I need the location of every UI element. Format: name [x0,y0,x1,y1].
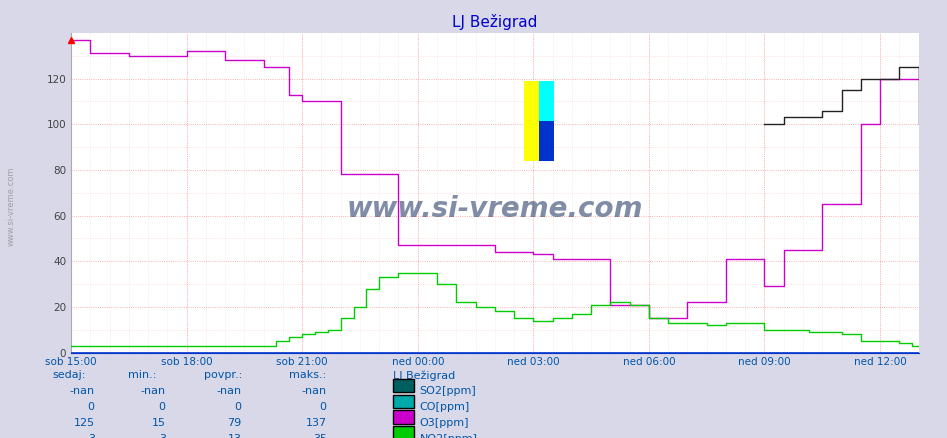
Text: 15: 15 [152,418,166,428]
Title: LJ Bežigrad: LJ Bežigrad [452,14,538,30]
Text: 0: 0 [159,402,166,412]
Text: -nan: -nan [69,386,95,396]
Text: www.si-vreme.com: www.si-vreme.com [7,166,16,246]
Text: sedaj:: sedaj: [52,370,85,380]
Text: 0: 0 [320,402,327,412]
Bar [525,81,554,161]
Text: 3: 3 [159,434,166,438]
Text: 0: 0 [88,402,95,412]
Text: 13: 13 [227,434,241,438]
Bar [539,81,554,161]
Text: www.si-vreme.com: www.si-vreme.com [347,195,643,223]
Text: LJ Bežigrad: LJ Bežigrad [393,370,456,381]
Text: -nan: -nan [140,386,166,396]
Text: CO[ppm]: CO[ppm] [420,402,470,412]
Text: 0: 0 [235,402,241,412]
Text: O3[ppm]: O3[ppm] [420,418,469,428]
Text: maks.:: maks.: [289,370,326,380]
Text: -nan: -nan [301,386,327,396]
Text: min.:: min.: [128,370,156,380]
Text: SO2[ppm]: SO2[ppm] [420,386,476,396]
Text: 125: 125 [74,418,95,428]
Text: 79: 79 [227,418,241,428]
Text: povpr.:: povpr.: [204,370,241,380]
Text: NO2[ppm]: NO2[ppm] [420,434,477,438]
Text: -nan: -nan [216,386,241,396]
Text: 35: 35 [313,434,327,438]
Bar [539,121,554,161]
Text: 137: 137 [306,418,327,428]
Text: 3: 3 [88,434,95,438]
